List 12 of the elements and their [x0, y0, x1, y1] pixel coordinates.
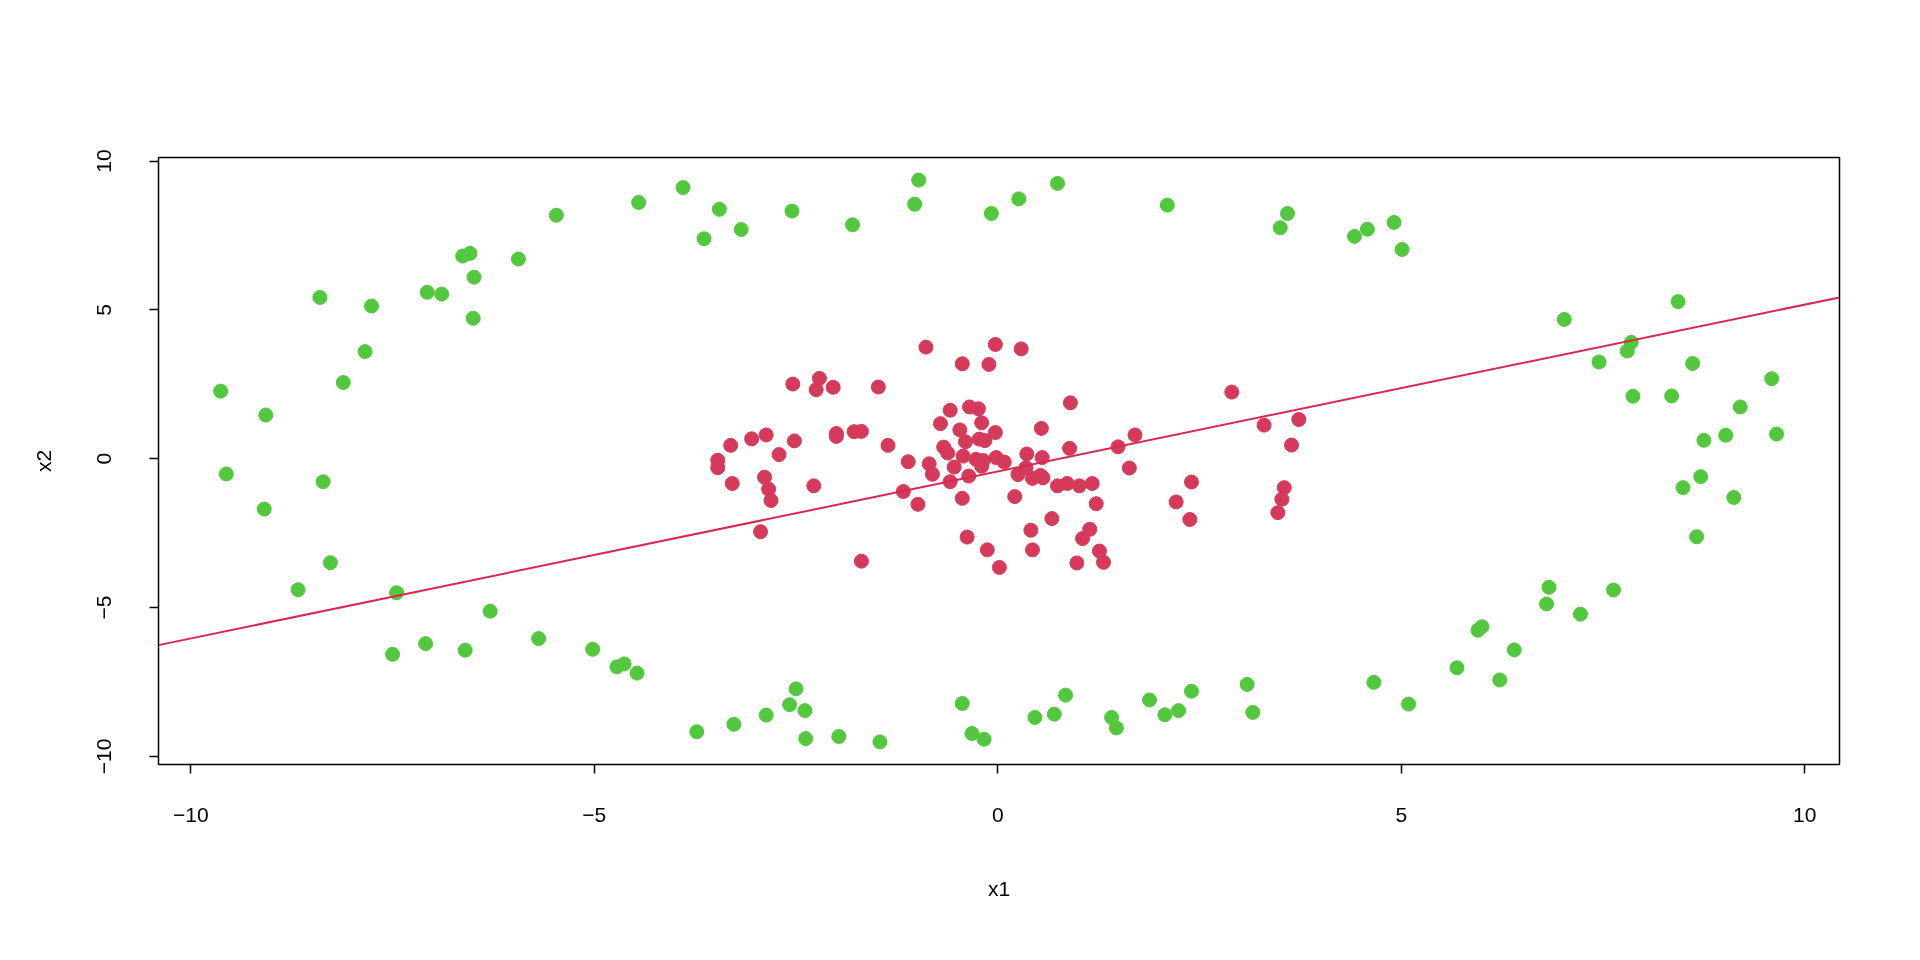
y-tick-label: −10	[92, 738, 116, 775]
x-tick-label: −5	[582, 802, 607, 826]
x-tick-label: 5	[1395, 802, 1408, 826]
x-tick-label: −10	[172, 802, 209, 826]
y-tick-label: 0	[92, 452, 116, 465]
x-tick-label: 0	[991, 802, 1004, 826]
x-tick-label: 10	[1793, 802, 1817, 826]
y-tick-label: 5	[92, 304, 116, 316]
y-axis-title: x2	[31, 449, 55, 473]
y-tick-label: −5	[92, 595, 116, 620]
y-tick-label: 10	[92, 149, 116, 173]
x-axis-title: x1	[987, 876, 1011, 900]
